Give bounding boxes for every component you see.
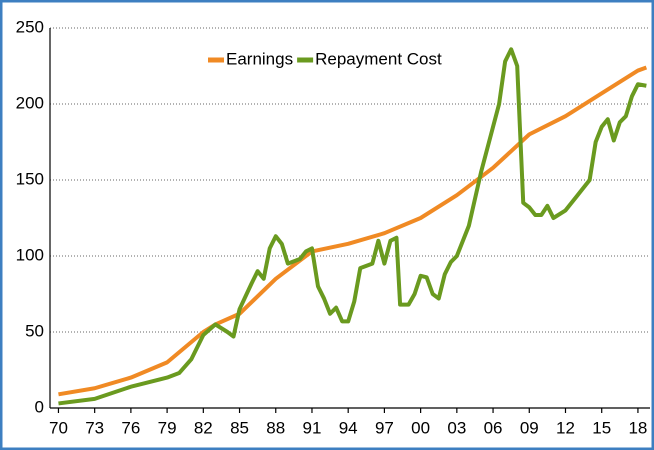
x-tick-label: 18 [628, 418, 647, 437]
series-line [58, 65, 648, 397]
x-tick-label: 12 [556, 418, 575, 437]
x-tick-label: 85 [230, 418, 249, 437]
x-tick-label: 79 [158, 418, 177, 437]
x-tick-label: 91 [303, 418, 322, 437]
x-tick-label: 15 [592, 418, 611, 437]
x-tick-label: 82 [194, 418, 213, 437]
y-tick-label: 0 [35, 397, 44, 416]
x-tick-label: 76 [121, 418, 140, 437]
x-tick-label: 06 [484, 418, 503, 437]
y-tick-label: 50 [25, 321, 44, 340]
x-tick-label: 70 [49, 418, 68, 437]
x-tick-label: 00 [411, 418, 430, 437]
y-tick-label: 100 [16, 245, 44, 264]
x-tick-label: 73 [85, 418, 104, 437]
legend-label: Repayment Cost [315, 49, 442, 68]
y-tick-label: 200 [16, 93, 44, 112]
x-tick-label: 03 [447, 418, 466, 437]
y-tick-label: 250 [16, 17, 44, 36]
y-tick-label: 150 [16, 169, 44, 188]
x-tick-label: 09 [520, 418, 539, 437]
x-tick-label: 97 [375, 418, 394, 437]
series-line [58, 47, 647, 406]
legend-label: Earnings [226, 49, 293, 68]
x-tick-label: 88 [266, 418, 285, 437]
x-tick-label: 94 [339, 418, 358, 437]
